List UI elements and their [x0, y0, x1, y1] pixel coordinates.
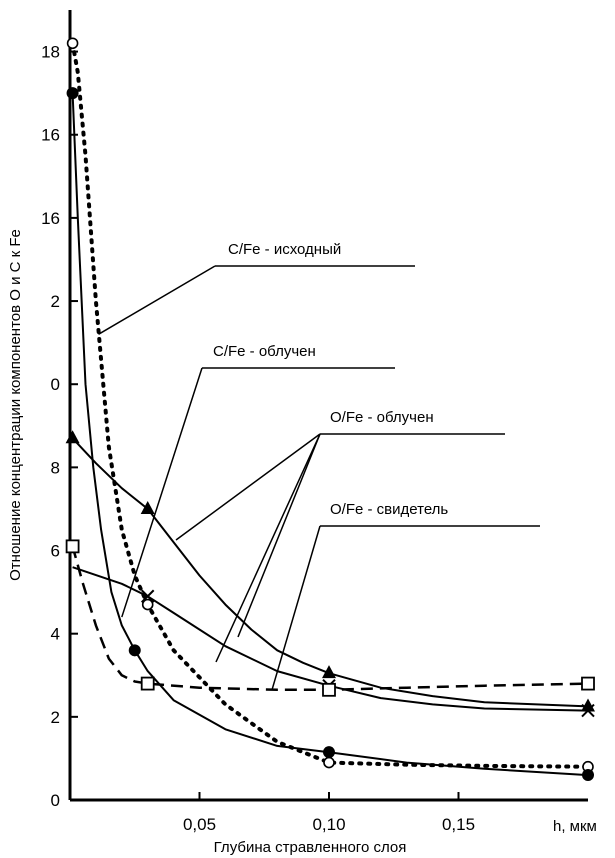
y-tick-label: 16 [41, 209, 60, 228]
marker-series-4 [140, 676, 155, 691]
marker-series-1 [582, 769, 594, 782]
marker-series-2 [322, 665, 336, 679]
y-axis-label: Отношение концентрации компонентов О и С… [7, 229, 24, 581]
y-tick-label: 2 [51, 292, 60, 311]
marker-series-0 [66, 37, 79, 50]
annotation-o-fe-irradiated-leader-c [237, 433, 321, 638]
annotation-layer: C/Fe - исходный C/Fe - облучен O/Fe - об… [98, 241, 540, 691]
y-tick-label: 18 [41, 43, 60, 62]
y-tick-label: 4 [51, 625, 60, 644]
marker-series-4 [581, 676, 595, 691]
x-axis-label: Глубина стравленного слоя [214, 839, 407, 856]
annotation-o-fe-irradiated-text: O/Fe - облучен [330, 409, 434, 426]
y-tick-label: 0 [51, 375, 60, 394]
y-tick-label: 6 [51, 542, 60, 561]
y-tick-label: 0 [51, 791, 60, 810]
marker-series-3 [581, 703, 595, 718]
marker-layer [65, 37, 595, 782]
annotation-o-fe-witness-text: O/Fe - свидетель [330, 501, 448, 518]
x-tick-label: 0,15 [442, 815, 475, 834]
annotation-o-fe-irradiated-leader-a [175, 433, 321, 541]
series-line-1 [71, 93, 589, 777]
marker-series-1 [323, 746, 335, 759]
annotation-c-fe-irradiated-text: C/Fe - облучен [213, 343, 316, 360]
x-tick-label: 0,05 [183, 815, 216, 834]
marker-series-4 [322, 682, 336, 697]
annotation-o-fe-witness: O/Fe - свидетель [271, 501, 540, 691]
annotation-c-fe-irradiated: C/Fe - облучен [121, 343, 395, 618]
y-tick-label: 2 [51, 708, 60, 727]
series-line-2 [71, 437, 589, 708]
annotation-o-fe-irradiated-leader-b [215, 433, 321, 663]
marker-series-1 [128, 644, 141, 657]
x-axis: 0,05 0,10 0,15 [70, 792, 588, 834]
annotation-c-fe-irradiated-leader [121, 367, 203, 618]
annotation-c-fe-initial-leader [98, 265, 216, 335]
x-unit-label: h, мкм [553, 818, 597, 835]
x-tick-label: 0,10 [312, 815, 345, 834]
y-axis: 0 2 4 6 8 0 2 16 16 18 [41, 10, 78, 810]
marker-series-1 [66, 87, 79, 100]
annotation-c-fe-initial-text: C/Fe - исходный [228, 241, 341, 258]
y-tick-label: 8 [51, 458, 60, 477]
annotation-o-fe-irradiated: O/Fe - облучен [175, 409, 505, 663]
marker-series-2 [140, 500, 155, 514]
series-line-0 [70, 41, 590, 769]
y-tick-label: 16 [41, 126, 60, 145]
annotation-o-fe-witness-leader [271, 525, 321, 691]
marker-series-2 [65, 430, 80, 444]
x-tick-group: 0,05 0,10 0,15 [183, 792, 475, 834]
marker-series-3 [140, 589, 155, 603]
annotation-c-fe-initial: C/Fe - исходный [98, 241, 415, 335]
marker-series-0 [323, 756, 335, 769]
y-tick-group: 0 2 4 6 8 0 2 16 16 18 [41, 43, 78, 810]
series-line-4 [71, 546, 589, 692]
marker-series-4 [65, 539, 80, 554]
marker-series-0 [141, 598, 154, 611]
